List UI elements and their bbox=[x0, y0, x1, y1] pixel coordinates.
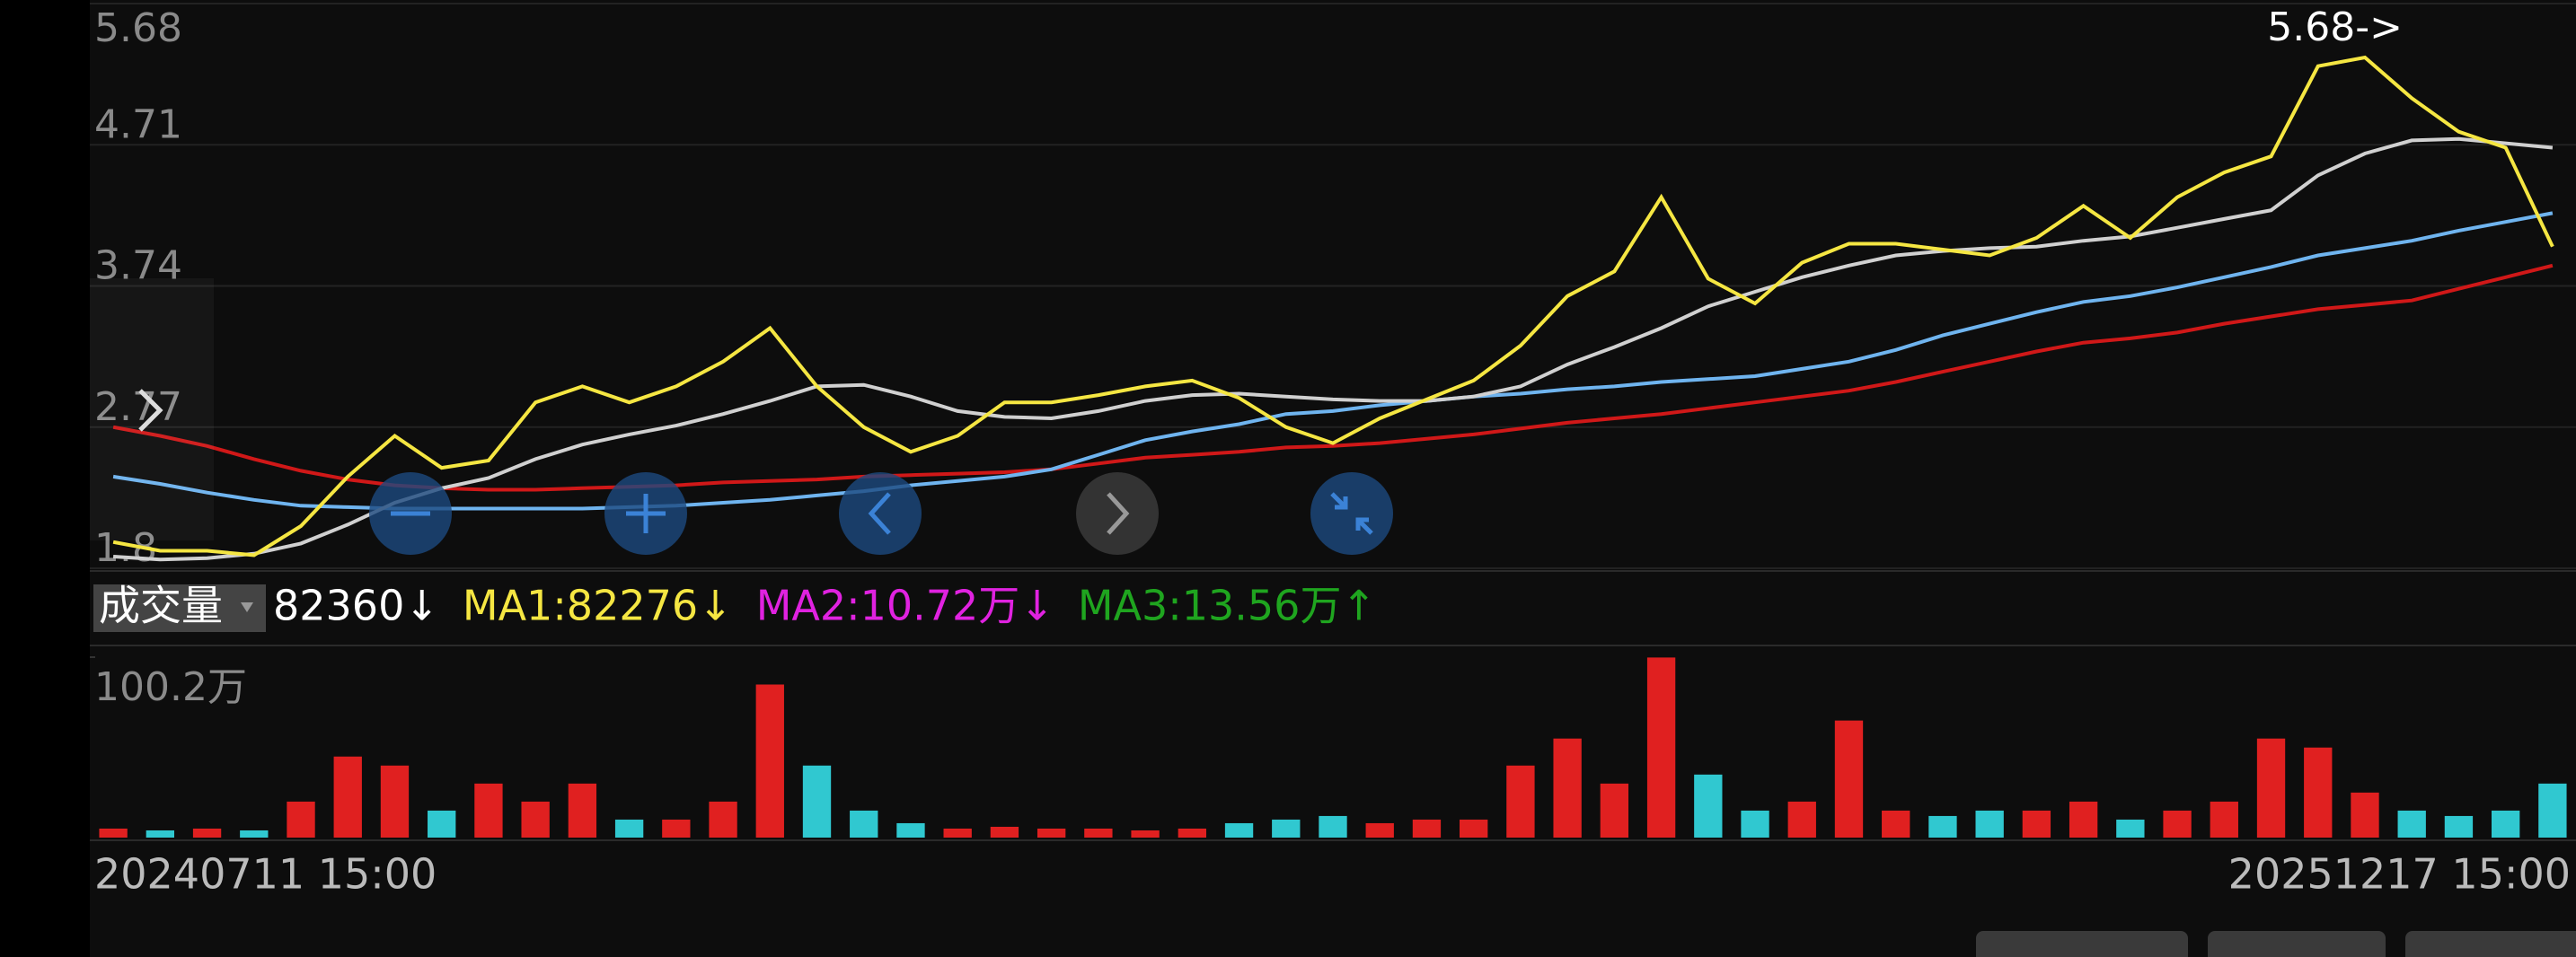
volume-bar bbox=[2351, 792, 2379, 838]
volume-bar bbox=[2304, 747, 2333, 838]
volume-bar bbox=[192, 828, 222, 838]
volume-bar bbox=[1600, 783, 1629, 838]
ma-line bbox=[112, 136, 2554, 562]
volume-bar bbox=[1694, 774, 1723, 838]
legend-item: MA1:82276↓ bbox=[463, 582, 733, 630]
volume-bar bbox=[2538, 783, 2567, 838]
volume-bar bbox=[1319, 815, 1347, 838]
zoom-in-button[interactable] bbox=[604, 472, 687, 555]
ma-line bbox=[112, 211, 2554, 511]
legend-item: 82360↓ bbox=[273, 582, 439, 630]
volume-bar bbox=[755, 684, 784, 838]
y-tick-label: 5.68 bbox=[94, 5, 182, 51]
volume-bar bbox=[2116, 819, 2145, 838]
volume-bar bbox=[2069, 801, 2098, 838]
volume-bar bbox=[850, 810, 878, 838]
volume-bar bbox=[2022, 810, 2051, 838]
volume-bar bbox=[2397, 810, 2426, 838]
side-panel bbox=[90, 278, 214, 540]
volume-bar bbox=[1646, 657, 1676, 838]
scroll-left-button[interactable] bbox=[839, 472, 922, 555]
volume-bar bbox=[521, 801, 550, 838]
volume-bar bbox=[614, 819, 644, 838]
legend-item: MA3:13.56万↑ bbox=[1078, 582, 1376, 630]
volume-bar bbox=[1224, 822, 1254, 838]
volume-bar bbox=[146, 830, 175, 838]
zoom-out-button[interactable] bbox=[369, 472, 452, 555]
max-price-marker: 5.68-> bbox=[2267, 4, 2403, 50]
collapse-button[interactable] bbox=[1310, 472, 1393, 555]
volume-bar bbox=[1975, 810, 2004, 838]
y-tick-label: 100.2万 bbox=[94, 664, 247, 710]
volume-bar bbox=[2256, 738, 2286, 838]
y-tick-label: 2.77 bbox=[94, 384, 182, 430]
legend-selector[interactable] bbox=[93, 584, 266, 632]
y-tick-label: 4.71 bbox=[94, 101, 182, 147]
volume-bar bbox=[99, 828, 128, 838]
volume-bar bbox=[568, 783, 597, 838]
volume-bar bbox=[240, 830, 269, 838]
volume-bar bbox=[2444, 815, 2474, 838]
volume-bar bbox=[1506, 765, 1535, 838]
ma-line bbox=[112, 55, 2554, 558]
volume-bar bbox=[380, 765, 410, 838]
volume-bar bbox=[1460, 819, 1488, 838]
volume-bar bbox=[1553, 738, 1582, 838]
volume-bar bbox=[333, 756, 362, 838]
volume-bar bbox=[1272, 819, 1301, 838]
volume-bar bbox=[1928, 815, 1957, 838]
volume-bar bbox=[474, 783, 503, 838]
tab-button[interactable] bbox=[2405, 931, 2576, 957]
volume-bar bbox=[1178, 828, 1206, 838]
ma-line bbox=[112, 263, 2554, 492]
volume-bar bbox=[662, 819, 691, 838]
expand-arrow[interactable] bbox=[138, 389, 163, 432]
volume-bar bbox=[709, 801, 737, 838]
legend-item: 成交量 bbox=[99, 582, 223, 630]
volume-bar bbox=[2210, 801, 2238, 838]
volume-bar bbox=[896, 822, 925, 838]
scroll-right-button[interactable] bbox=[1076, 472, 1159, 555]
volume-bar bbox=[1365, 822, 1394, 838]
x-tick-label: 20240711 15:00 bbox=[94, 850, 437, 899]
volume-bar bbox=[1412, 819, 1442, 838]
volume-bar bbox=[1741, 810, 1769, 838]
volume-bar bbox=[287, 801, 315, 838]
volume-bar bbox=[2163, 810, 2192, 838]
legend-item: MA2:10.72万↓ bbox=[756, 582, 1054, 630]
tab-button[interactable] bbox=[1976, 931, 2188, 957]
tab-button[interactable] bbox=[2208, 931, 2386, 957]
volume-bar bbox=[428, 810, 456, 838]
volume-bar bbox=[1084, 828, 1113, 838]
volume-bar bbox=[1131, 830, 1160, 838]
volume-bar bbox=[1037, 828, 1066, 838]
volume-bar bbox=[943, 828, 972, 838]
volume-bar bbox=[2491, 810, 2520, 838]
volume-bar bbox=[1834, 720, 1864, 838]
volume-bar bbox=[1882, 810, 1910, 838]
x-tick-label: 20251217 15:00 bbox=[2228, 850, 2571, 899]
y-tick-label: 3.74 bbox=[94, 243, 182, 289]
volume-bar bbox=[802, 765, 832, 838]
volume-bar bbox=[1787, 801, 1816, 838]
volume-bar bbox=[990, 826, 1019, 838]
